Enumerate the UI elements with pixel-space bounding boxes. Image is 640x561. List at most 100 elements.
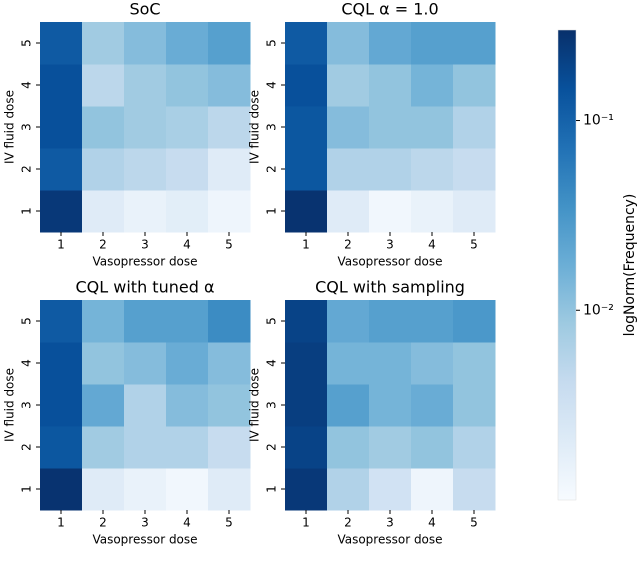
heatmap-cell bbox=[208, 64, 251, 107]
heatmap-cell bbox=[369, 342, 412, 385]
heatmap-cell bbox=[166, 190, 209, 233]
y-tick-label: 1 bbox=[265, 207, 279, 215]
heatmap-cell bbox=[369, 190, 412, 233]
heatmap-cell bbox=[327, 426, 370, 469]
heatmap-cell bbox=[453, 190, 496, 233]
heatmap-cell bbox=[411, 190, 454, 233]
heatmap-cell bbox=[124, 426, 167, 469]
heatmap-cell bbox=[453, 64, 496, 107]
heatmap-cell bbox=[82, 22, 125, 65]
y-tick-label: 1 bbox=[265, 485, 279, 493]
heatmap-cell bbox=[40, 384, 83, 427]
heatmap-cell bbox=[411, 106, 454, 149]
heatmap-cell bbox=[285, 190, 328, 233]
heatmap-cell bbox=[327, 300, 370, 343]
heatmap-cell bbox=[369, 468, 412, 511]
heatmap-cell bbox=[82, 426, 125, 469]
heatmap-cell bbox=[40, 342, 83, 385]
heatmap-cell bbox=[369, 300, 412, 343]
heatmap-cell bbox=[166, 426, 209, 469]
heatmap-cell bbox=[285, 148, 328, 191]
heatmap-cell bbox=[327, 468, 370, 511]
heatmap-cell bbox=[285, 106, 328, 149]
y-tick-label: 3 bbox=[265, 123, 279, 131]
heatmap-cell bbox=[327, 384, 370, 427]
heatmap-cell bbox=[166, 468, 209, 511]
y-tick-label: 4 bbox=[265, 359, 279, 367]
heatmap-cell bbox=[166, 64, 209, 107]
heatmap-cell bbox=[453, 468, 496, 511]
heatmap-cell bbox=[124, 22, 167, 65]
heatmap-cell bbox=[411, 468, 454, 511]
y-tick-label: 1 bbox=[20, 485, 34, 493]
y-tick-label: 2 bbox=[265, 443, 279, 451]
heatmap-cell bbox=[82, 384, 125, 427]
y-axis-label: IV fluid dose bbox=[248, 90, 262, 164]
x-tick-label: 2 bbox=[99, 238, 107, 252]
x-tick-label: 4 bbox=[183, 238, 191, 252]
x-tick-label: 4 bbox=[428, 238, 436, 252]
x-axis-label: Vasopressor dose bbox=[92, 255, 197, 269]
heatmap-cell bbox=[124, 64, 167, 107]
heatmap-cell bbox=[166, 300, 209, 343]
x-tick-label: 5 bbox=[225, 516, 233, 530]
heatmap-cell bbox=[40, 148, 83, 191]
x-tick-label: 3 bbox=[141, 238, 149, 252]
heatmap-cell bbox=[124, 300, 167, 343]
x-tick-label: 2 bbox=[344, 238, 352, 252]
heatmap-cell bbox=[411, 426, 454, 469]
y-tick-label: 3 bbox=[20, 401, 34, 409]
heatmap-cell bbox=[285, 22, 328, 65]
heatmap-cell bbox=[208, 300, 251, 343]
y-tick-label: 2 bbox=[265, 165, 279, 173]
x-tick-label: 1 bbox=[57, 516, 65, 530]
heatmap-cell bbox=[40, 22, 83, 65]
heatmap-cell bbox=[453, 426, 496, 469]
heatmap-cell bbox=[327, 148, 370, 191]
heatmap-cell bbox=[327, 190, 370, 233]
heatmap-cell bbox=[124, 148, 167, 191]
heatmap-cell bbox=[369, 426, 412, 469]
heatmap-cell bbox=[285, 64, 328, 107]
heatmap-cell bbox=[285, 300, 328, 343]
heatmap-cell bbox=[208, 468, 251, 511]
x-tick-label: 5 bbox=[470, 516, 478, 530]
heatmap-cell bbox=[82, 468, 125, 511]
heatmap-cell bbox=[40, 300, 83, 343]
heatmap-cell bbox=[285, 426, 328, 469]
heatmap-cell bbox=[208, 342, 251, 385]
heatmap-cell bbox=[369, 148, 412, 191]
heatmap-cell bbox=[285, 342, 328, 385]
heatmap-cell bbox=[82, 190, 125, 233]
x-tick-label: 2 bbox=[99, 516, 107, 530]
heatmap-cell bbox=[411, 148, 454, 191]
heatmap-cell bbox=[40, 468, 83, 511]
x-tick-label: 3 bbox=[141, 516, 149, 530]
heatmap-cell bbox=[208, 384, 251, 427]
colorbar-tick-label: 10⁻¹ bbox=[583, 113, 614, 129]
x-axis-label: Vasopressor dose bbox=[92, 533, 197, 547]
y-tick-label: 1 bbox=[20, 207, 34, 215]
panel-title: SoC bbox=[129, 0, 160, 19]
y-tick-label: 2 bbox=[20, 165, 34, 173]
colorbar bbox=[557, 29, 577, 501]
heatmap-cell bbox=[453, 22, 496, 65]
y-axis-label: IV fluid dose bbox=[3, 368, 17, 442]
heatmap-cell bbox=[411, 300, 454, 343]
heatmap-cell bbox=[411, 342, 454, 385]
heatmap-cell bbox=[82, 300, 125, 343]
panel-title: CQL α = 1.0 bbox=[341, 0, 438, 19]
heatmap-cell bbox=[327, 22, 370, 65]
colorbar-tick-label: 10⁻² bbox=[583, 302, 614, 318]
heatmap-cell bbox=[40, 426, 83, 469]
heatmap-cell bbox=[40, 64, 83, 107]
x-axis-label: Vasopressor dose bbox=[337, 255, 442, 269]
heatmap-cell bbox=[40, 106, 83, 149]
y-tick-label: 5 bbox=[20, 39, 34, 47]
heatmap-cell bbox=[208, 106, 251, 149]
heatmap-cell bbox=[82, 64, 125, 107]
heatmap-cell bbox=[453, 342, 496, 385]
heatmap-cell bbox=[369, 22, 412, 65]
x-tick-label: 1 bbox=[57, 238, 65, 252]
